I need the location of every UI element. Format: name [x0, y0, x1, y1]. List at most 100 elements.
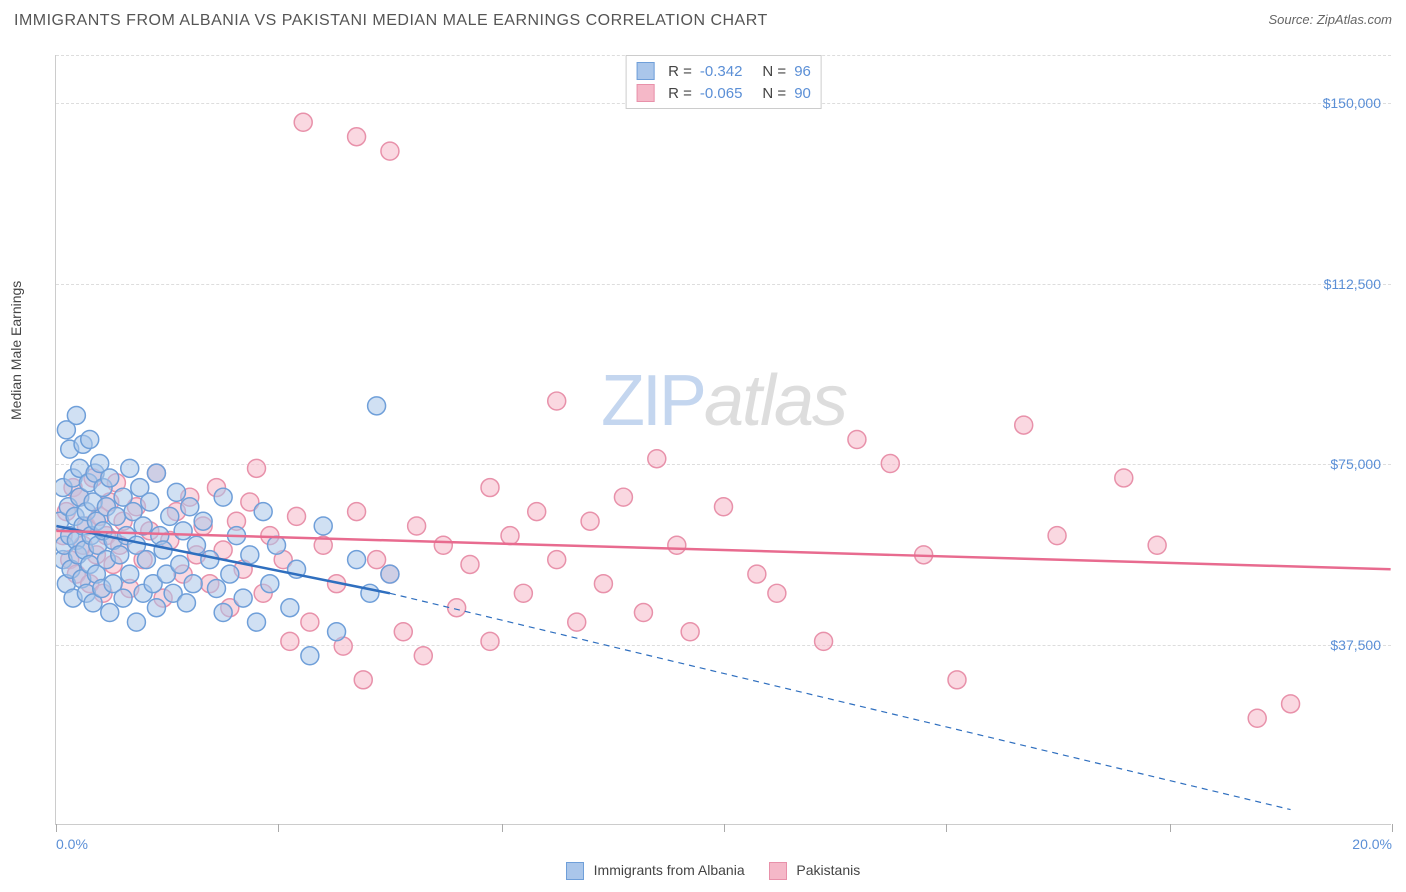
source-attribution: Source: ZipAtlas.com — [1268, 12, 1392, 27]
scatter-point-albania — [114, 589, 132, 607]
scatter-point-albania — [81, 431, 99, 449]
scatter-point-albania — [174, 522, 192, 540]
scatter-point-albania — [177, 594, 195, 612]
scatter-point-albania — [368, 397, 386, 415]
scatter-point-pakistani — [668, 536, 686, 554]
scatter-point-albania — [147, 599, 165, 617]
swatch-pakistani — [636, 84, 654, 102]
scatter-point-albania — [281, 599, 299, 617]
legend-label-albania: Immigrants from Albania — [594, 862, 745, 878]
scatter-point-pakistani — [414, 647, 432, 665]
scatter-point-pakistani — [1282, 695, 1300, 713]
n-label: N = — [762, 85, 786, 102]
scatter-point-albania — [254, 503, 272, 521]
scatter-point-pakistani — [381, 142, 399, 160]
x-tick — [56, 824, 57, 832]
scatter-point-albania — [101, 469, 119, 487]
scatter-point-pakistani — [548, 392, 566, 410]
chart-title: IMMIGRANTS FROM ALBANIA VS PAKISTANI MED… — [14, 12, 768, 29]
x-tick — [1170, 824, 1171, 832]
n-value-pakistani: 90 — [794, 85, 811, 102]
scatter-point-pakistani — [581, 512, 599, 530]
scatter-point-pakistani — [408, 517, 426, 535]
trendline-extrapolated-albania — [390, 593, 1291, 809]
scatter-point-albania — [201, 551, 219, 569]
scatter-point-albania — [161, 507, 179, 525]
scatter-point-pakistani — [1148, 536, 1166, 554]
correlation-legend: R = -0.342 N = 96 R = -0.065 N = 90 — [625, 55, 822, 109]
scatter-point-pakistani — [348, 503, 366, 521]
r-value-albania: -0.342 — [700, 63, 743, 80]
scatter-point-albania — [187, 536, 205, 554]
scatter-point-albania — [184, 575, 202, 593]
chart-header: IMMIGRANTS FROM ALBANIA VS PAKISTANI MED… — [0, 0, 1406, 44]
scatter-point-pakistani — [815, 632, 833, 650]
scatter-point-albania — [111, 546, 129, 564]
scatter-point-pakistani — [434, 536, 452, 554]
scatter-point-pakistani — [481, 479, 499, 497]
scatter-point-albania — [141, 493, 159, 511]
x-tick — [724, 824, 725, 832]
swatch-albania — [636, 62, 654, 80]
scatter-point-albania — [181, 498, 199, 516]
x-tick-label: 0.0% — [56, 836, 88, 852]
scatter-point-pakistani — [948, 671, 966, 689]
scatter-point-pakistani — [514, 584, 532, 602]
scatter-point-albania — [67, 406, 85, 424]
scatter-point-pakistani — [1115, 469, 1133, 487]
n-label: N = — [762, 63, 786, 80]
scatter-point-pakistani — [881, 455, 899, 473]
x-tick — [278, 824, 279, 832]
scatter-point-pakistani — [1015, 416, 1033, 434]
scatter-point-pakistani — [481, 632, 499, 650]
scatter-point-pakistani — [288, 507, 306, 525]
x-tick — [1392, 824, 1393, 832]
legend-row-albania: R = -0.342 N = 96 — [636, 60, 811, 82]
scatter-point-pakistani — [301, 613, 319, 631]
scatter-point-albania — [214, 604, 232, 622]
x-tick — [502, 824, 503, 832]
scatter-point-albania — [147, 464, 165, 482]
scatter-point-pakistani — [448, 599, 466, 617]
scatter-point-pakistani — [394, 623, 412, 641]
scatter-point-pakistani — [294, 113, 312, 131]
scatter-point-albania — [137, 551, 155, 569]
scatter-point-albania — [241, 546, 259, 564]
scatter-point-pakistani — [281, 632, 299, 650]
r-label: R = — [668, 63, 692, 80]
scatter-point-albania — [234, 589, 252, 607]
scatter-point-pakistani — [1048, 527, 1066, 545]
r-label: R = — [668, 85, 692, 102]
scatter-point-pakistani — [248, 459, 266, 477]
scatter-point-pakistani — [748, 565, 766, 583]
x-tick-label: 20.0% — [1352, 836, 1392, 852]
scatter-point-pakistani — [614, 488, 632, 506]
scatter-point-albania — [314, 517, 332, 535]
scatter-point-albania — [214, 488, 232, 506]
y-axis-label: Median Male Earnings — [8, 281, 24, 420]
n-value-albania: 96 — [794, 63, 811, 80]
x-tick — [946, 824, 947, 832]
scatter-point-pakistani — [715, 498, 733, 516]
scatter-point-albania — [248, 613, 266, 631]
scatter-point-albania — [171, 555, 189, 573]
scatter-point-pakistani — [528, 503, 546, 521]
scatter-point-pakistani — [768, 584, 786, 602]
scatter-point-pakistani — [648, 450, 666, 468]
scatter-point-albania — [194, 512, 212, 530]
scatter-point-pakistani — [368, 551, 386, 569]
scatter-point-pakistani — [634, 604, 652, 622]
scatter-point-pakistani — [681, 623, 699, 641]
scatter-point-albania — [268, 536, 286, 554]
scatter-point-pakistani — [848, 431, 866, 449]
scatter-point-pakistani — [354, 671, 372, 689]
scatter-point-albania — [348, 551, 366, 569]
scatter-point-albania — [207, 580, 225, 598]
scatter-point-albania — [328, 623, 346, 641]
scatter-point-pakistani — [1248, 709, 1266, 727]
scatter-point-pakistani — [348, 128, 366, 146]
r-value-pakistani: -0.065 — [700, 85, 743, 102]
scatter-point-albania — [107, 507, 125, 525]
legend-label-pakistani: Pakistanis — [796, 862, 860, 878]
scatter-point-albania — [221, 565, 239, 583]
